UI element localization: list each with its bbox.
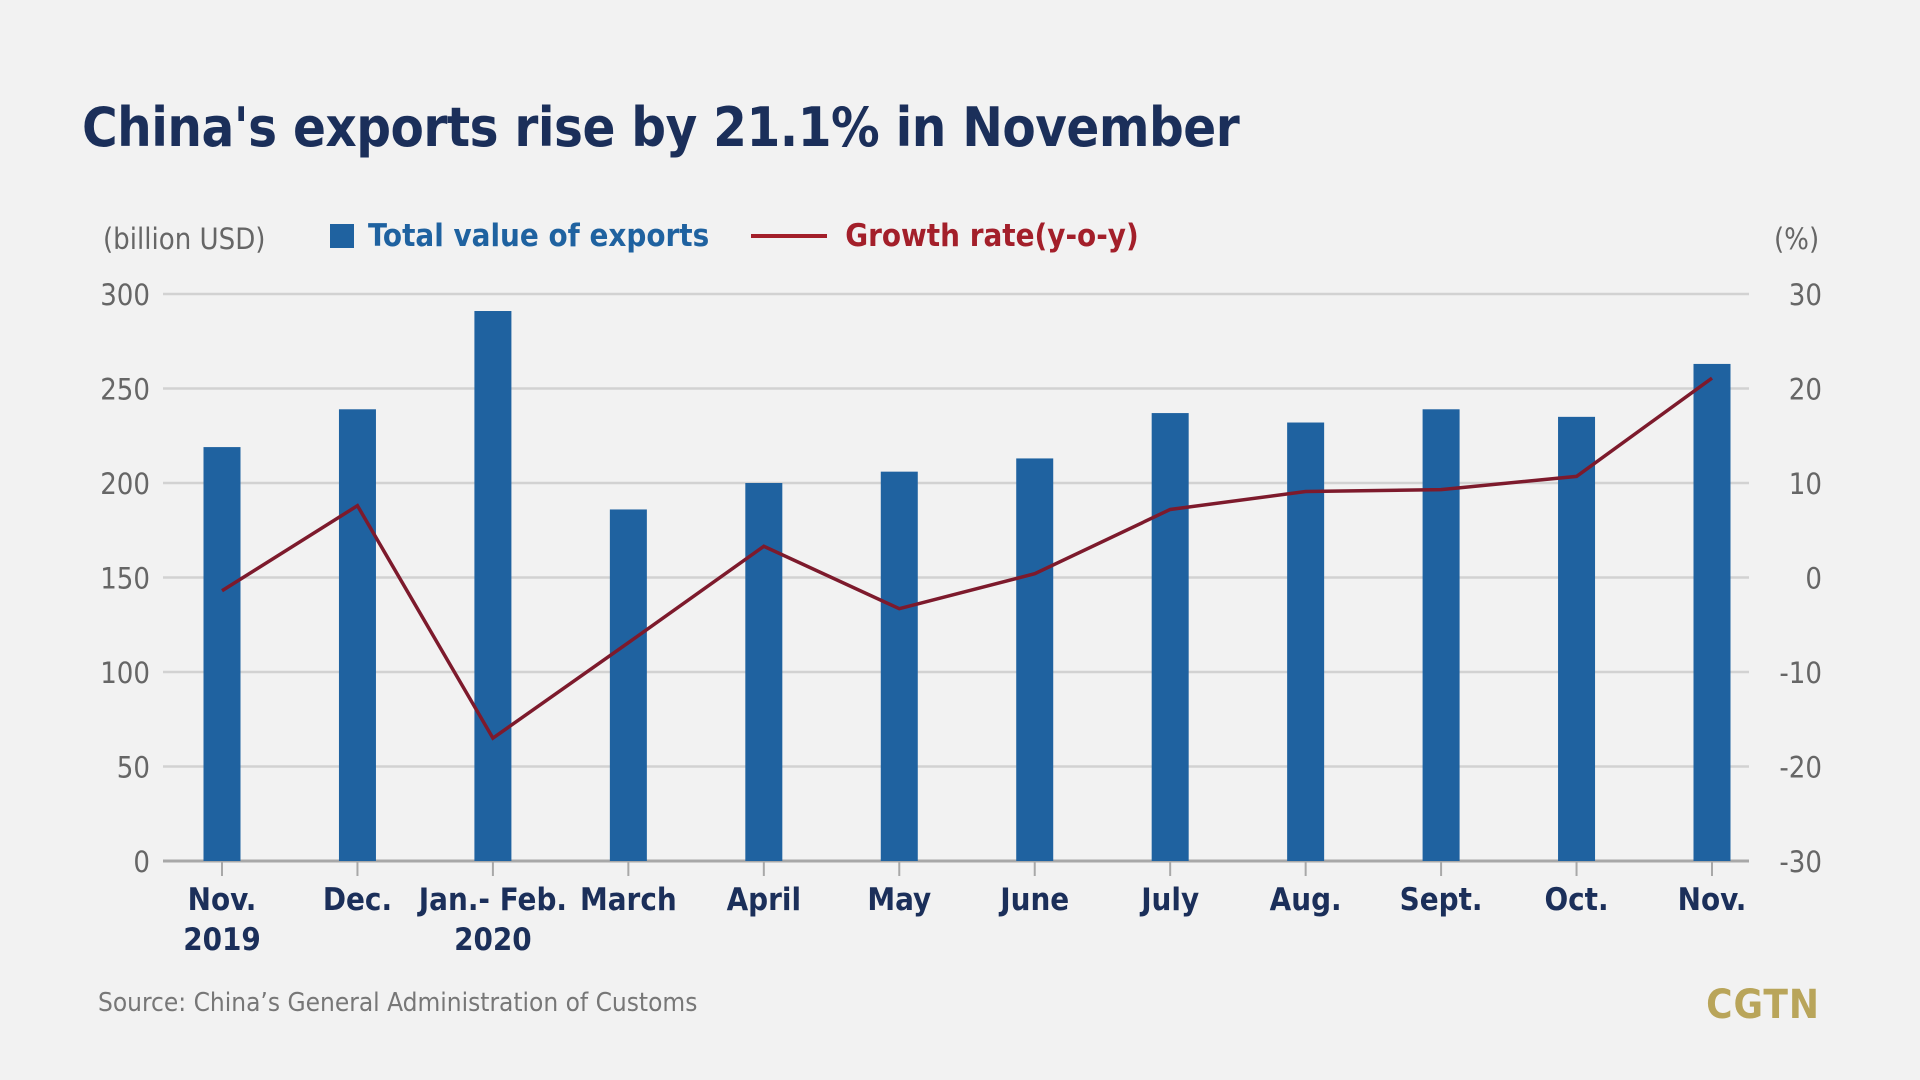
- bar-exports: [1422, 409, 1460, 861]
- x-tick-label: June: [998, 882, 1069, 918]
- left-tick-label: 50: [117, 751, 150, 785]
- bar-exports: [745, 483, 783, 861]
- legend-growth: Growth rate(y-o-y): [845, 218, 1139, 254]
- left-tick-label: 0: [133, 845, 150, 879]
- legend-bar-swatch: [330, 224, 354, 248]
- bar-exports: [1558, 416, 1596, 861]
- legend-exports: Total value of exports: [368, 218, 710, 254]
- x-tick-label: Nov.: [1678, 882, 1747, 918]
- bar-exports: [1287, 422, 1325, 861]
- x-tick-label: July: [1139, 882, 1199, 918]
- line-growth-rate: [221, 376, 1714, 741]
- right-tick-label: 30: [1789, 278, 1822, 312]
- left-tick-label: 200: [100, 467, 150, 501]
- cgtn-logo: CGTN: [1706, 982, 1820, 1028]
- bar-exports: [609, 509, 647, 861]
- left-tick-label: 250: [100, 373, 150, 407]
- x-tick-label: March: [580, 882, 677, 918]
- x-tick-label: Nov.: [188, 882, 257, 918]
- legend-line-swatch: [751, 234, 828, 238]
- right-tick-label: -20: [1779, 751, 1822, 785]
- x-tick-label: 2020: [454, 922, 532, 958]
- left-tick-label: 100: [100, 656, 150, 690]
- bar-exports: [474, 311, 512, 861]
- x-tick-label: Oct.: [1544, 882, 1608, 918]
- right-tick-label: 20: [1789, 373, 1822, 407]
- x-tick-label: May: [867, 882, 931, 918]
- bar-exports: [203, 447, 241, 861]
- bar-exports: [1016, 458, 1054, 861]
- x-tick-label: 2019: [183, 922, 261, 958]
- bar-exports: [1693, 363, 1731, 861]
- right-tick-label: -30: [1779, 845, 1822, 879]
- right-tick-label: -10: [1779, 656, 1822, 690]
- chart-title: China's exports rise by 21.1% in Novembe…: [82, 96, 1240, 159]
- left-tick-label: 300: [100, 278, 150, 312]
- x-tick-label: Jan.- Feb.: [417, 882, 567, 918]
- right-tick-label: 0: [1805, 562, 1822, 596]
- right-tick-label: 10: [1789, 467, 1822, 501]
- bar-exports: [880, 471, 918, 861]
- legend: Total value of exports Growth rate(y-o-y…: [330, 218, 1139, 254]
- left-tick-label: 150: [100, 562, 150, 596]
- right-axis-label: (%): [1774, 222, 1820, 256]
- x-tick-label: April: [727, 882, 801, 918]
- left-axis-label: (billion USD): [103, 222, 266, 256]
- bar-exports: [338, 409, 376, 861]
- source-note: Source: China’s General Administration o…: [98, 988, 698, 1018]
- x-tick-label: Sept.: [1400, 882, 1483, 918]
- bar-exports: [1151, 413, 1189, 861]
- x-tick-label: Dec.: [323, 882, 392, 918]
- x-tick-label: Aug.: [1270, 882, 1342, 918]
